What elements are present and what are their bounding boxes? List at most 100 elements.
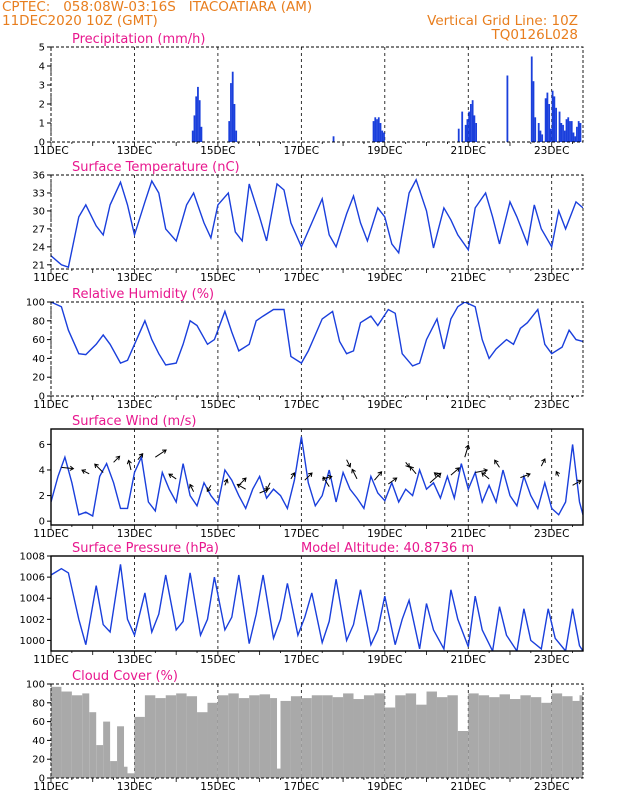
humidity-series-line: [51, 302, 583, 367]
wind-ytick-label: 0: [39, 517, 45, 528]
cloud-bar: [363, 695, 375, 778]
temperature-frame: [50, 174, 584, 270]
cloud-cover-xtick-label: 23DEC: [534, 781, 569, 793]
humidity-ytick-label: 0: [39, 392, 45, 403]
cloud-bar: [89, 712, 97, 778]
temperature-xtick-label: 19DEC: [367, 272, 402, 284]
precip-bar: [377, 117, 380, 142]
precip-bar: [569, 121, 571, 142]
precip-bar: [231, 71, 234, 142]
cloud-bar: [186, 696, 198, 778]
cloud-bar: [155, 698, 166, 778]
precip-bar: [546, 92, 549, 142]
precipitation-xtick-label: 21DEC: [451, 145, 486, 157]
wind-vector-arrow: [113, 455, 121, 463]
cloud-bar: [103, 721, 111, 778]
humidity-frame: [50, 301, 584, 397]
cloud-cover-ytick-label: 100: [26, 680, 45, 691]
precipitation-ytick-label: 2: [39, 100, 45, 111]
wind-xtick-label: 19DEC: [367, 528, 402, 540]
precip-bar: [466, 119, 469, 142]
wind-series-line: [51, 436, 583, 518]
precipitation-xtick-label: 23DEC: [534, 145, 569, 157]
wind-vector-arrow: [388, 477, 398, 485]
cloud-cover-xtick-label: 21DEC: [451, 781, 486, 793]
precip-bar: [548, 104, 551, 142]
cloud-bar: [144, 695, 156, 778]
precip-bar: [551, 90, 554, 142]
cloud-bar: [426, 691, 437, 778]
precip-bar: [532, 81, 535, 142]
pressure-xtick-label: 17DEC: [284, 654, 319, 666]
cloud-bar: [562, 696, 573, 778]
pressure-xtick-label: 21DEC: [451, 654, 486, 666]
precip-bar: [555, 107, 557, 142]
humidity-ytick-label: 40: [32, 354, 45, 365]
cloud-cover-xtick-label: 13DEC: [117, 781, 152, 793]
precip-bar: [570, 121, 573, 142]
wind-ytick-label: 4: [39, 465, 45, 476]
header-model-code: TQ0126L028: [491, 27, 578, 43]
cloud-bar: [176, 693, 187, 778]
cloud-bar: [447, 695, 458, 778]
wind-vector-arrow: [168, 473, 177, 480]
temperature-ytick-label: 33: [32, 188, 45, 199]
precip-bar: [565, 119, 568, 142]
precip-bar: [541, 134, 544, 142]
precipitation-ytick-label: 4: [39, 62, 45, 73]
cloud-bar: [259, 694, 271, 778]
precipitation-xtick-label: 13DEC: [117, 145, 152, 157]
precip-bar: [195, 96, 198, 142]
pressure-title: Surface Pressure (hPa): [72, 541, 219, 556]
temperature-series-line: [51, 178, 583, 269]
temperature-xtick-label: 21DEC: [451, 272, 486, 284]
cloud-bar: [322, 695, 333, 778]
cloud-bar: [457, 731, 469, 778]
temperature-ytick-label: 21: [32, 260, 45, 271]
wind-vector-arrow: [405, 462, 410, 468]
precipitation-ytick-label: 1: [39, 119, 45, 130]
cloud-bar: [238, 698, 250, 778]
humidity-ytick-label: 100: [26, 298, 45, 309]
precip-bar: [233, 104, 236, 142]
temperature-xtick-label: 17DEC: [284, 272, 319, 284]
wind-frame: [50, 428, 584, 526]
precip-bar: [230, 83, 232, 142]
precip-bar: [563, 130, 566, 142]
wind-vector-arrow: [481, 472, 490, 480]
wind-xtick-label: 17DEC: [284, 528, 319, 540]
precip-bar: [461, 111, 464, 142]
precipitation-xtick-label: 17DEC: [284, 145, 319, 157]
wind-ytick-label: 2: [39, 491, 45, 502]
precip-bar: [468, 111, 471, 142]
temperature-ytick-label: 27: [32, 224, 45, 235]
wind-vector-arrow: [290, 472, 296, 480]
cloud-bar: [579, 695, 583, 778]
wind-vector-arrow: [475, 468, 489, 474]
precip-bar: [567, 117, 570, 142]
precip-bar: [376, 119, 378, 142]
cloud-bar: [384, 707, 396, 778]
wind-title: Surface Wind (m/s): [72, 414, 196, 429]
precip-bar: [235, 130, 238, 142]
wind-vector-arrow: [81, 469, 90, 475]
cloud-bar: [436, 697, 448, 778]
cloud-bar: [61, 691, 72, 778]
precipitation-title: Precipitation (mm/h): [72, 32, 205, 47]
cloud-bar: [301, 698, 312, 778]
pressure-ytick-label: 1004: [20, 594, 45, 605]
humidity-title: Relative Humidity (%): [72, 287, 214, 302]
wind-vector-arrow: [155, 449, 167, 458]
precip-bar: [383, 132, 385, 142]
precip-bar: [549, 128, 552, 142]
cloud-bar: [520, 695, 531, 778]
cloud-bar: [541, 702, 552, 778]
cloud-cover-frame: [50, 683, 584, 779]
precip-bar: [558, 111, 561, 142]
humidity-xtick-label: 19DEC: [367, 399, 402, 411]
wind-xtick-label: 11DEC: [33, 528, 68, 540]
precip-bar: [374, 117, 377, 142]
precip-bar: [200, 126, 203, 142]
wind-vector-arrow: [346, 459, 352, 468]
